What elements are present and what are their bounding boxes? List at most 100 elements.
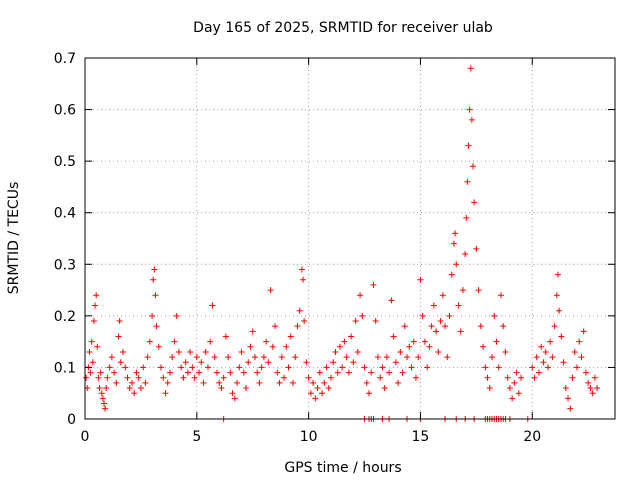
data-point-marker (435, 348, 442, 355)
data-point-marker (87, 369, 94, 376)
data-point-marker (582, 369, 589, 376)
data-point-marker (164, 379, 171, 386)
data-point-marker (150, 276, 157, 283)
data-point-marker (589, 390, 596, 397)
data-point-marker (182, 359, 189, 366)
data-point-marker (247, 343, 254, 350)
data-point-marker (99, 395, 106, 402)
data-point-marker (169, 354, 176, 361)
data-point-marker (276, 379, 283, 386)
data-point-marker (126, 385, 133, 392)
grid-lines (85, 58, 615, 419)
data-point-marker (493, 338, 500, 345)
data-point-marker (332, 348, 339, 355)
data-point-marker (540, 359, 547, 366)
data-point-marker (345, 369, 352, 376)
data-point-marker (544, 364, 551, 371)
y-tick-label: 0.1 (54, 360, 76, 376)
data-point-marker (448, 271, 455, 278)
data-point-marker (535, 369, 542, 376)
data-point-marker (101, 400, 108, 407)
data-point-marker (200, 379, 207, 386)
data-point-marker (475, 287, 482, 294)
data-point-marker (94, 343, 101, 350)
data-point-marker (296, 307, 303, 314)
data-point-marker (463, 214, 470, 221)
data-point-marker (303, 359, 310, 366)
data-point-marker (120, 348, 127, 355)
data-point-marker (500, 323, 507, 330)
data-point-marker (238, 348, 245, 355)
data-point-marker (108, 354, 115, 361)
data-point-marker (116, 318, 123, 325)
data-point-marker (419, 312, 426, 319)
data-point-marker (229, 390, 236, 397)
data-point-marker (243, 385, 250, 392)
data-point-marker (370, 281, 377, 288)
data-point-marker (97, 369, 104, 376)
data-point-marker (352, 318, 359, 325)
data-point-marker (504, 374, 511, 381)
data-point-marker (388, 297, 395, 304)
data-point-marker (312, 395, 319, 402)
data-point-marker (258, 364, 265, 371)
data-point-marker (95, 374, 102, 381)
data-point-marker (225, 354, 232, 361)
data-point-marker (450, 240, 457, 247)
data-point-marker (495, 364, 502, 371)
data-point-marker (591, 374, 598, 381)
data-point-marker (390, 333, 397, 340)
data-point-marker (178, 364, 185, 371)
data-point-marker (363, 379, 370, 386)
data-point-marker (468, 116, 475, 123)
data-point-marker (428, 323, 435, 330)
data-point-marker (83, 374, 90, 381)
y-tick-label: 0.2 (54, 309, 76, 325)
data-point-marker (90, 318, 97, 325)
data-point-marker (103, 385, 110, 392)
data-point-marker (155, 343, 162, 350)
data-point-marker (341, 338, 348, 345)
data-point-marker (357, 292, 364, 299)
data-point-marker (321, 379, 328, 386)
data-point-marker (274, 369, 281, 376)
data-point-marker (366, 390, 373, 397)
data-point-marker (267, 287, 274, 294)
data-point-marker (381, 385, 388, 392)
data-point-marker (453, 261, 460, 268)
data-point-marker (231, 395, 238, 402)
data-point-marker (92, 302, 99, 309)
data-point-marker (482, 364, 489, 371)
data-point-marker (549, 354, 556, 361)
data-point-marker (173, 312, 180, 319)
data-point-marker (587, 385, 594, 392)
data-point-marker (272, 323, 279, 330)
data-point-marker (142, 379, 149, 386)
data-point-marker (513, 369, 520, 376)
data-point-marker (260, 354, 267, 361)
data-point-marker (486, 385, 493, 392)
data-point-marker (518, 374, 525, 381)
data-point-marker (287, 333, 294, 340)
data-point-marker (410, 338, 417, 345)
x-tick-label: 5 (192, 429, 201, 445)
data-point-marker (265, 359, 272, 366)
data-point-marker (491, 312, 498, 319)
data-point-marker (469, 163, 476, 170)
data-point-marker (211, 354, 218, 361)
data-point-marker (98, 390, 105, 397)
y-tick-label: 0.3 (54, 257, 76, 273)
data-point-marker (256, 379, 263, 386)
data-point-marker (515, 390, 522, 397)
data-point-marker (569, 374, 576, 381)
data-point-marker (554, 271, 561, 278)
data-point-marker (191, 374, 198, 381)
data-point-marker (547, 338, 554, 345)
data-point-marker (146, 338, 153, 345)
data-point-marker (361, 364, 368, 371)
data-point-marker (207, 338, 214, 345)
data-point-marker (166, 369, 173, 376)
data-point-marker (196, 369, 203, 376)
